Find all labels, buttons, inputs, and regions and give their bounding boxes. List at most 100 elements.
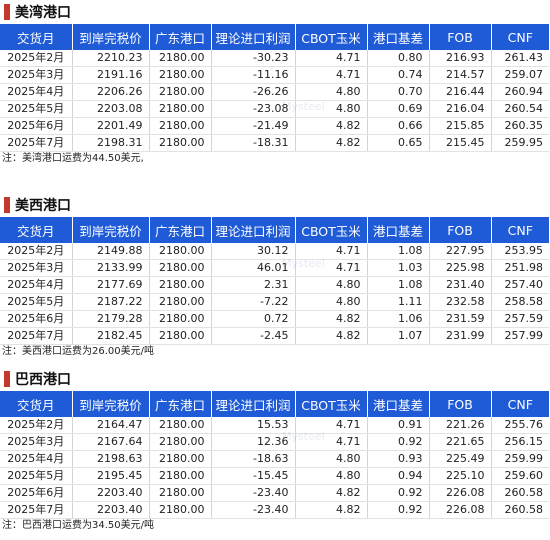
col-header: CBOT玉米 [295,24,368,50]
table-cell: 15.53 [211,417,296,434]
section-title: 美西港口 [15,198,71,214]
table-cell: 0.72 [211,310,296,328]
col-header: 交货月 [0,217,73,243]
table-cell: 2210.23 [72,50,150,67]
table-cell: 2025年3月 [0,66,73,84]
table-cell: 260.54 [491,100,549,118]
table-cell: 2025年5月 [0,100,73,118]
col-header: CNF [491,391,549,417]
table-cell: 4.80 [295,450,368,468]
table-cell: 216.44 [429,83,492,101]
table-row: 2025年3月 2167.64 2180.00 12.36 4.71 0.92 221.65… [0,433,549,451]
table-row: 2025年7月 2198.31 2180.00 -18.31 4.82 0.65 215.4… [0,134,549,152]
table-cell: -23.08 [211,100,296,118]
col-header: 广东港口 [149,217,212,243]
table-cell: 0.65 [367,134,430,152]
table-cell: 4.80 [295,100,368,118]
table-row: 2025年7月 2182.45 2180.00 -2.45 4.82 1.07 231.99… [0,327,549,345]
table-cell: 2180.00 [149,467,212,485]
table-cell: 12.36 [211,433,296,451]
section-title: 巴西港口 [15,372,71,388]
table-cell: 0.74 [367,66,430,84]
table-cell: 2025年6月 [0,117,73,135]
table-cell: -18.31 [211,134,296,152]
table-cell: 2025年3月 [0,259,73,277]
table-row: 2025年6月 2179.28 2180.00 0.72 4.82 1.06 231.59 2… [0,310,549,328]
col-header: CNF [491,217,549,243]
col-header: 到岸完税价 [72,217,150,243]
table-cell: 255.76 [491,417,549,434]
table-cell: 257.40 [491,276,549,294]
table-cell: 2180.00 [149,243,212,260]
table-cell: 2191.16 [72,66,150,84]
table-cell: 226.08 [429,484,492,502]
table-cell: 4.71 [295,259,368,277]
table-cell: 2133.99 [72,259,150,277]
table-cell: 0.80 [367,50,430,67]
col-header: FOB [429,24,492,50]
table-cell: 2025年5月 [0,467,73,485]
table-cell: 2025年4月 [0,83,73,101]
table-cell: 226.08 [429,501,492,519]
table-row: 2025年3月 2133.99 2180.00 46.01 4.71 1.03 225.98… [0,259,549,277]
table-header-row: 交货月 到岸完税价 广东港口 理论进口利润 CBOT玉米 港口基差 FOB CN… [0,217,549,243]
table-cell: 221.65 [429,433,492,451]
table-cell: 2180.00 [149,66,212,84]
table-cell: 225.10 [429,467,492,485]
table-cell: 258.58 [491,293,549,311]
table-cell: 2025年6月 [0,484,73,502]
table-cell: 216.93 [429,50,492,67]
table-cell: 4.80 [295,276,368,294]
table-cell: 1.08 [367,276,430,294]
table-cell: 2180.00 [149,276,212,294]
table-cell: -26.26 [211,83,296,101]
table-cell: 4.82 [295,310,368,328]
table-cell: 4.80 [295,293,368,311]
table-cell: 259.07 [491,66,549,84]
table-cell: 46.01 [211,259,296,277]
col-header: 理论进口利润 [211,391,296,417]
col-header: 广东港口 [149,391,212,417]
table-cell: 2025年3月 [0,433,73,451]
table-cell: 2177.69 [72,276,150,294]
table-row: 2025年4月 2206.26 2180.00 -26.26 4.80 0.70 216.4… [0,83,549,101]
table-cell: 261.43 [491,50,549,67]
table-cell: 225.98 [429,259,492,277]
table-cell: 4.82 [295,134,368,152]
table-body: 2025年2月 2164.47 2180.00 15.53 4.71 0.91 221.26… [0,417,549,519]
table-cell: 1.03 [367,259,430,277]
table-cell: 4.82 [295,117,368,135]
table-row: 2025年2月 2149.88 2180.00 30.12 4.71 1.08 227.95… [0,243,549,260]
section-title-bar: 巴西港口 [0,367,550,391]
section-us-west: 美西港口 交货月 到岸完税价 广东港口 理论进口利润 CBOT玉米 港口基差 F… [0,193,550,359]
col-header: 广东港口 [149,24,212,50]
price-table: 交货月 到岸完税价 广东港口 理论进口利润 CBOT玉米 港口基差 FOB CN… [0,391,549,519]
col-header: 到岸完税价 [72,391,150,417]
table-cell: 216.04 [429,100,492,118]
table-cell: 2198.63 [72,450,150,468]
section-title-bar: 美西港口 [0,193,550,217]
section-marker [4,4,10,20]
table-row: 2025年7月 2203.40 2180.00 -23.40 4.82 0.92 226.0… [0,501,549,519]
table-cell: 256.15 [491,433,549,451]
table-cell: 0.92 [367,501,430,519]
table-cell: 30.12 [211,243,296,260]
table-cell: 2180.00 [149,501,212,519]
table-cell: 4.71 [295,417,368,434]
table-cell: 2025年7月 [0,501,73,519]
table-cell: 2180.00 [149,310,212,328]
price-table: 交货月 到岸完税价 广东港口 理论进口利润 CBOT玉米 港口基差 FOB CN… [0,24,549,152]
table-cell: -11.16 [211,66,296,84]
table-row: 2025年6月 2201.49 2180.00 -21.49 4.82 0.66 215.8… [0,117,549,135]
table-cell: -7.22 [211,293,296,311]
section-marker [4,197,10,213]
col-header: 港口基差 [367,217,430,243]
col-header: 理论进口利润 [211,24,296,50]
table-cell: 2203.08 [72,100,150,118]
table-cell: 0.70 [367,83,430,101]
freight-note: 注：美西港口运费为26.00美元/吨 [2,346,154,357]
table-cell: 260.94 [491,83,549,101]
freight-note: 注：美湾港口运费为44.50美元, [2,153,144,164]
table-cell: 257.99 [491,327,549,345]
table-cell: 231.99 [429,327,492,345]
